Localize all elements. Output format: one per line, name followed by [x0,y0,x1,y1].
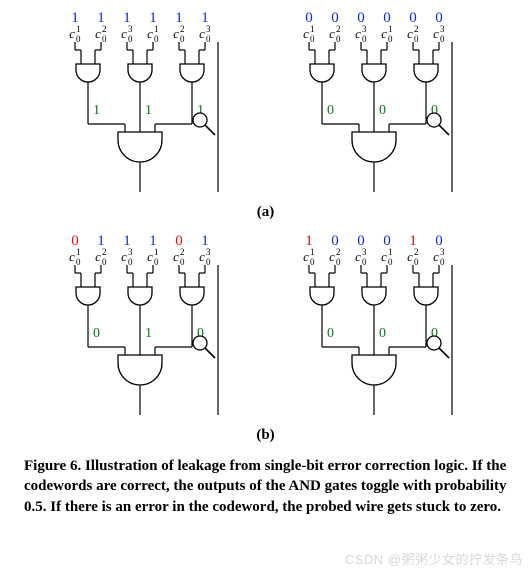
svg-text:c: c [95,26,101,41]
svg-text:0: 0 [362,257,367,267]
svg-text:0: 0 [128,257,133,267]
svg-text:c: c [173,26,179,41]
svg-text:0: 0 [76,34,81,44]
svg-text:c: c [69,26,75,41]
svg-text:0: 0 [206,257,211,267]
svg-text:c: c [355,249,361,264]
circuit-b-right: 1 c 1 0 0 c 2 0 0 c 3 0 0 c 1 0 1 c 2 0 … [283,229,483,421]
svg-text:0: 0 [102,34,107,44]
svg-text:0: 0 [102,257,107,267]
svg-text:c: c [303,26,309,41]
svg-text:c: c [381,249,387,264]
circuit-a-right: 0 c 1 0 0 c 2 0 0 c 3 0 0 c 1 0 0 c 2 0 … [283,6,483,198]
svg-text:0: 0 [180,257,185,267]
svg-text:c: c [121,249,127,264]
svg-text:1: 1 [310,247,315,257]
svg-text:0: 0 [379,326,386,341]
svg-text:0: 0 [154,34,159,44]
svg-text:1: 1 [388,247,393,257]
svg-text:1: 1 [76,24,81,34]
svg-text:0: 0 [440,34,445,44]
svg-text:0: 0 [310,34,315,44]
svg-text:1: 1 [154,24,159,34]
label-b: (b) [0,427,531,444]
svg-text:2: 2 [336,247,341,257]
svg-text:1: 1 [310,24,315,34]
svg-text:c: c [407,26,413,41]
svg-text:0: 0 [310,257,315,267]
svg-text:3: 3 [206,247,211,257]
svg-text:3: 3 [440,247,445,257]
svg-text:0: 0 [379,103,386,118]
svg-text:1: 1 [93,103,100,118]
svg-text:c: c [303,249,309,264]
svg-text:0: 0 [388,34,393,44]
svg-text:0: 0 [336,257,341,267]
svg-text:1: 1 [145,103,152,118]
svg-text:c: c [433,249,439,264]
svg-text:c: c [95,249,101,264]
svg-text:0: 0 [414,34,419,44]
svg-text:c: c [147,26,153,41]
row-a: 1 c 1 0 1 c 2 0 1 c 3 0 1 c 1 0 1 c 2 0 … [0,6,531,198]
svg-text:0: 0 [440,257,445,267]
svg-text:c: c [407,249,413,264]
svg-text:0: 0 [206,34,211,44]
svg-text:c: c [433,26,439,41]
svg-text:c: c [381,26,387,41]
svg-text:3: 3 [440,24,445,34]
row-b: 0 c 1 0 1 c 2 0 1 c 3 0 1 c 1 0 0 c 2 0 … [0,229,531,421]
svg-text:3: 3 [362,24,367,34]
svg-text:c: c [173,249,179,264]
svg-text:1: 1 [76,247,81,257]
svg-text:c: c [199,249,205,264]
svg-text:0: 0 [327,326,334,341]
svg-text:2: 2 [102,24,107,34]
svg-text:c: c [147,249,153,264]
svg-text:0: 0 [93,326,100,341]
svg-text:0: 0 [388,257,393,267]
svg-text:2: 2 [102,247,107,257]
svg-text:1: 1 [145,326,152,341]
svg-text:2: 2 [414,24,419,34]
svg-text:0: 0 [154,257,159,267]
svg-text:2: 2 [336,24,341,34]
svg-text:1: 1 [154,247,159,257]
circuit-b-left: 0 c 1 0 1 c 2 0 1 c 3 0 1 c 1 0 0 c 2 0 … [49,229,249,421]
svg-text:c: c [69,249,75,264]
svg-text:c: c [199,26,205,41]
page: 1 c 1 0 1 c 2 0 1 c 3 0 1 c 1 0 1 c 2 0 … [0,0,531,574]
svg-text:c: c [329,26,335,41]
figure-caption: Figure 6. Illustration of leakage from s… [0,452,531,517]
svg-text:0: 0 [327,103,334,118]
watermark: CSDN @粥粥少女的拧发条鸟 [345,549,523,568]
circuit-a-left: 1 c 1 0 1 c 2 0 1 c 3 0 1 c 1 0 1 c 2 0 … [49,6,249,198]
svg-text:2: 2 [180,24,185,34]
svg-text:0: 0 [128,34,133,44]
svg-text:c: c [121,26,127,41]
svg-text:3: 3 [206,24,211,34]
svg-text:0: 0 [336,34,341,44]
svg-text:0: 0 [414,257,419,267]
svg-text:c: c [329,249,335,264]
svg-text:0: 0 [180,34,185,44]
label-a: (a) [0,204,531,221]
svg-text:2: 2 [414,247,419,257]
svg-text:0: 0 [76,257,81,267]
svg-text:3: 3 [128,247,133,257]
svg-text:c: c [355,26,361,41]
svg-text:3: 3 [362,247,367,257]
svg-text:2: 2 [180,247,185,257]
svg-text:1: 1 [388,24,393,34]
svg-text:3: 3 [128,24,133,34]
svg-text:0: 0 [362,34,367,44]
